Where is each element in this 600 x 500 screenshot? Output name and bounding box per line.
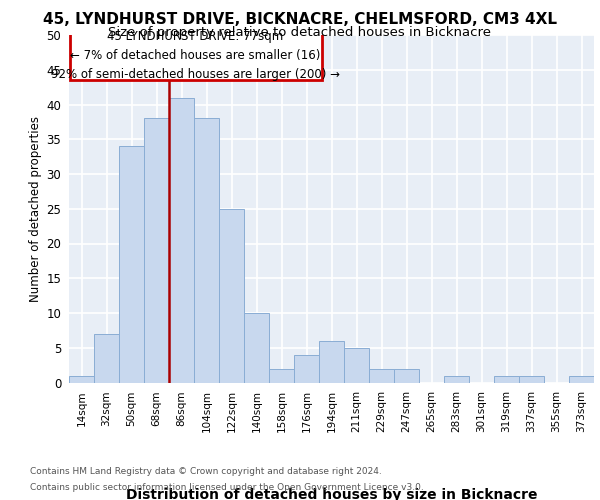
Text: 45 LYNDHURST DRIVE: 77sqm
← 7% of detached houses are smaller (16)
92% of semi-d: 45 LYNDHURST DRIVE: 77sqm ← 7% of detach… <box>51 30 340 82</box>
Bar <box>569 376 594 382</box>
Bar <box>344 348 369 382</box>
Bar <box>144 118 169 382</box>
Bar <box>119 146 144 382</box>
Text: 45, LYNDHURST DRIVE, BICKNACRE, CHELMSFORD, CM3 4XL: 45, LYNDHURST DRIVE, BICKNACRE, CHELMSFO… <box>43 12 557 28</box>
Bar <box>244 313 269 382</box>
Bar <box>169 98 194 383</box>
Bar <box>219 209 244 382</box>
Bar <box>394 368 419 382</box>
Bar <box>369 368 394 382</box>
Bar <box>70 32 322 80</box>
Bar <box>494 376 519 382</box>
Text: Size of property relative to detached houses in Bicknacre: Size of property relative to detached ho… <box>109 26 491 39</box>
Text: Contains public sector information licensed under the Open Government Licence v3: Contains public sector information licen… <box>30 484 424 492</box>
Bar <box>294 354 319 382</box>
Bar <box>319 341 344 382</box>
Bar <box>269 368 294 382</box>
Text: Contains HM Land Registry data © Crown copyright and database right 2024.: Contains HM Land Registry data © Crown c… <box>30 467 382 476</box>
Bar <box>194 118 219 382</box>
Bar <box>519 376 544 382</box>
Bar <box>69 376 94 382</box>
X-axis label: Distribution of detached houses by size in Bicknacre: Distribution of detached houses by size … <box>126 488 537 500</box>
Bar <box>94 334 119 382</box>
Y-axis label: Number of detached properties: Number of detached properties <box>29 116 43 302</box>
Bar <box>444 376 469 382</box>
